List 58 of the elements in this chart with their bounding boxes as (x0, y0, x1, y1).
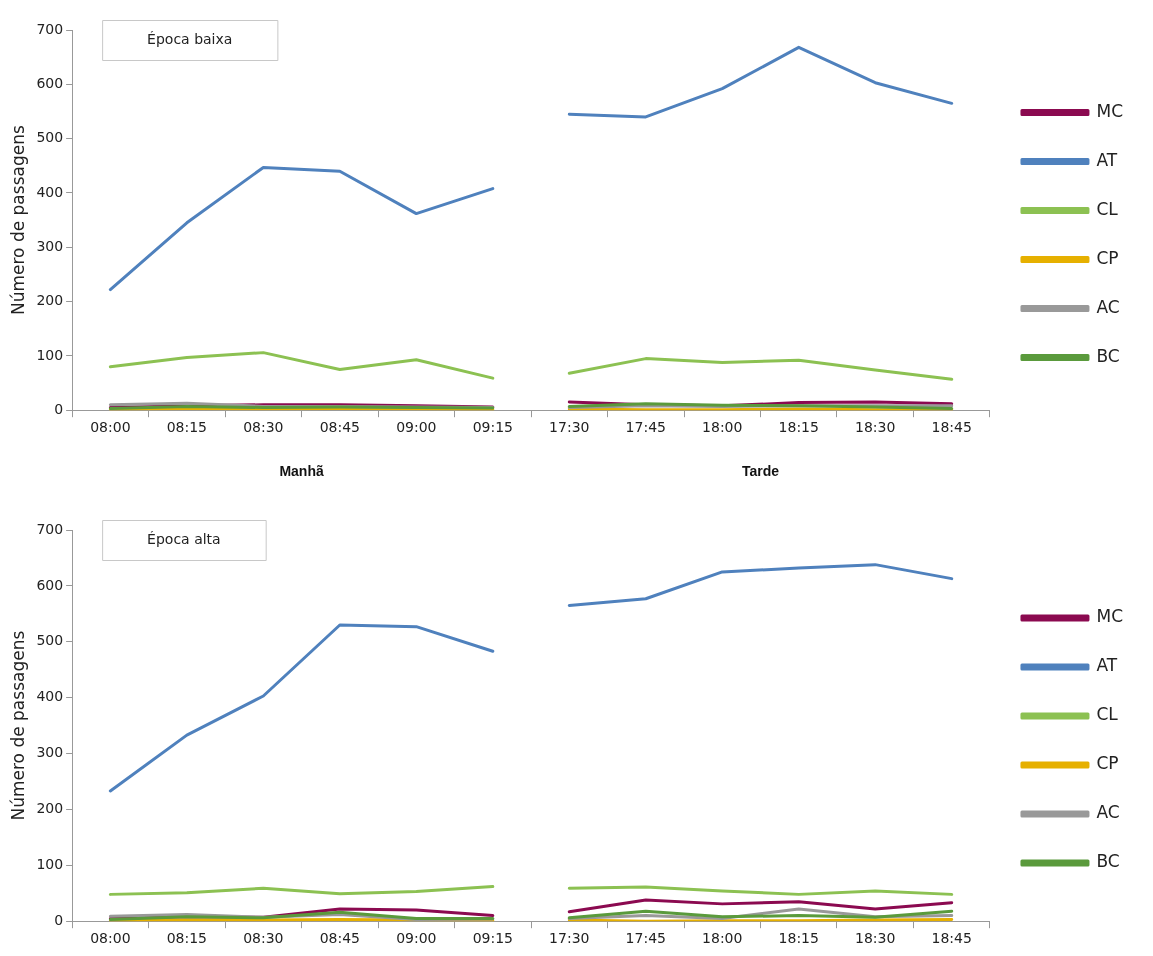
chart-title: Época baixa (147, 30, 233, 47)
y-tick-label: 700 (36, 20, 64, 37)
x-tick-label: 08:15 (166, 930, 208, 947)
legend-label: CL (1096, 704, 1119, 725)
text: Manhã (279, 462, 324, 479)
chart-title: Época alta (147, 530, 221, 547)
y-tick-label: 300 (36, 744, 64, 761)
y-tick-label: 700 (36, 520, 64, 537)
legend-label: BC (1096, 851, 1120, 872)
legend-label: CL (1096, 198, 1119, 219)
x-tick-label: 08:00 (90, 419, 131, 436)
legend-label: MC (1096, 100, 1124, 121)
y-tick-label: 0 (54, 400, 64, 417)
x-tick-label: 18:15 (778, 930, 819, 947)
x-tick-label: 18:45 (931, 419, 972, 436)
legend-label: AC (1096, 296, 1120, 317)
x-tick-label: 09:00 (396, 930, 437, 947)
x-tick-label: 17:30 (549, 930, 590, 947)
x-tick-label: 18:00 (702, 419, 743, 436)
legend-label: CP (1096, 247, 1119, 268)
y-tick-label: 400 (36, 688, 64, 705)
x-tick-label: 08:30 (243, 419, 284, 436)
x-tick-label: 09:15 (472, 419, 513, 436)
x-tick-label: 08:45 (319, 930, 360, 947)
y-tick-label: 300 (36, 237, 64, 254)
x-tick-label: 18:15 (778, 419, 819, 436)
x-tick-label: 17:30 (549, 419, 590, 436)
y-tick-label: 600 (36, 576, 64, 593)
y-tick-label: 200 (36, 800, 64, 817)
x-tick-label: 18:30 (855, 419, 896, 436)
y-tick-label: 200 (36, 292, 64, 309)
x-tick-label: 08:30 (243, 930, 284, 947)
y-axis-title: Número de passagens (7, 125, 28, 316)
legend-label: MC (1096, 606, 1124, 627)
y-axis-title: Número de passagens (7, 630, 28, 821)
x-tick-label: 17:45 (625, 419, 666, 436)
y-tick-label: 500 (36, 632, 64, 649)
y-tick-label: 100 (36, 346, 64, 363)
x-tick-label: 09:15 (472, 930, 513, 947)
x-tick-label: 17:45 (625, 930, 666, 947)
x-tick-label: 18:00 (702, 930, 743, 947)
y-tick-label: 400 (36, 183, 64, 200)
x-tick-label: 09:00 (396, 419, 437, 436)
legend-label: AT (1096, 655, 1118, 676)
y-tick-label: 100 (36, 855, 64, 872)
legend-label: AT (1096, 149, 1118, 170)
legend-label: BC (1096, 345, 1120, 366)
x-tick-label: 18:30 (855, 930, 896, 947)
x-tick-label: 18:45 (931, 930, 972, 947)
legend-label: CP (1096, 753, 1119, 774)
y-tick-label: 600 (36, 74, 64, 91)
x-tick-label: 08:15 (166, 419, 208, 436)
legend-label: AC (1096, 802, 1120, 823)
text: Tarde (741, 462, 780, 479)
x-tick-label: 08:00 (90, 930, 131, 947)
y-tick-label: 0 (54, 911, 64, 928)
y-tick-label: 500 (36, 129, 64, 146)
x-tick-label: 08:45 (319, 419, 360, 436)
